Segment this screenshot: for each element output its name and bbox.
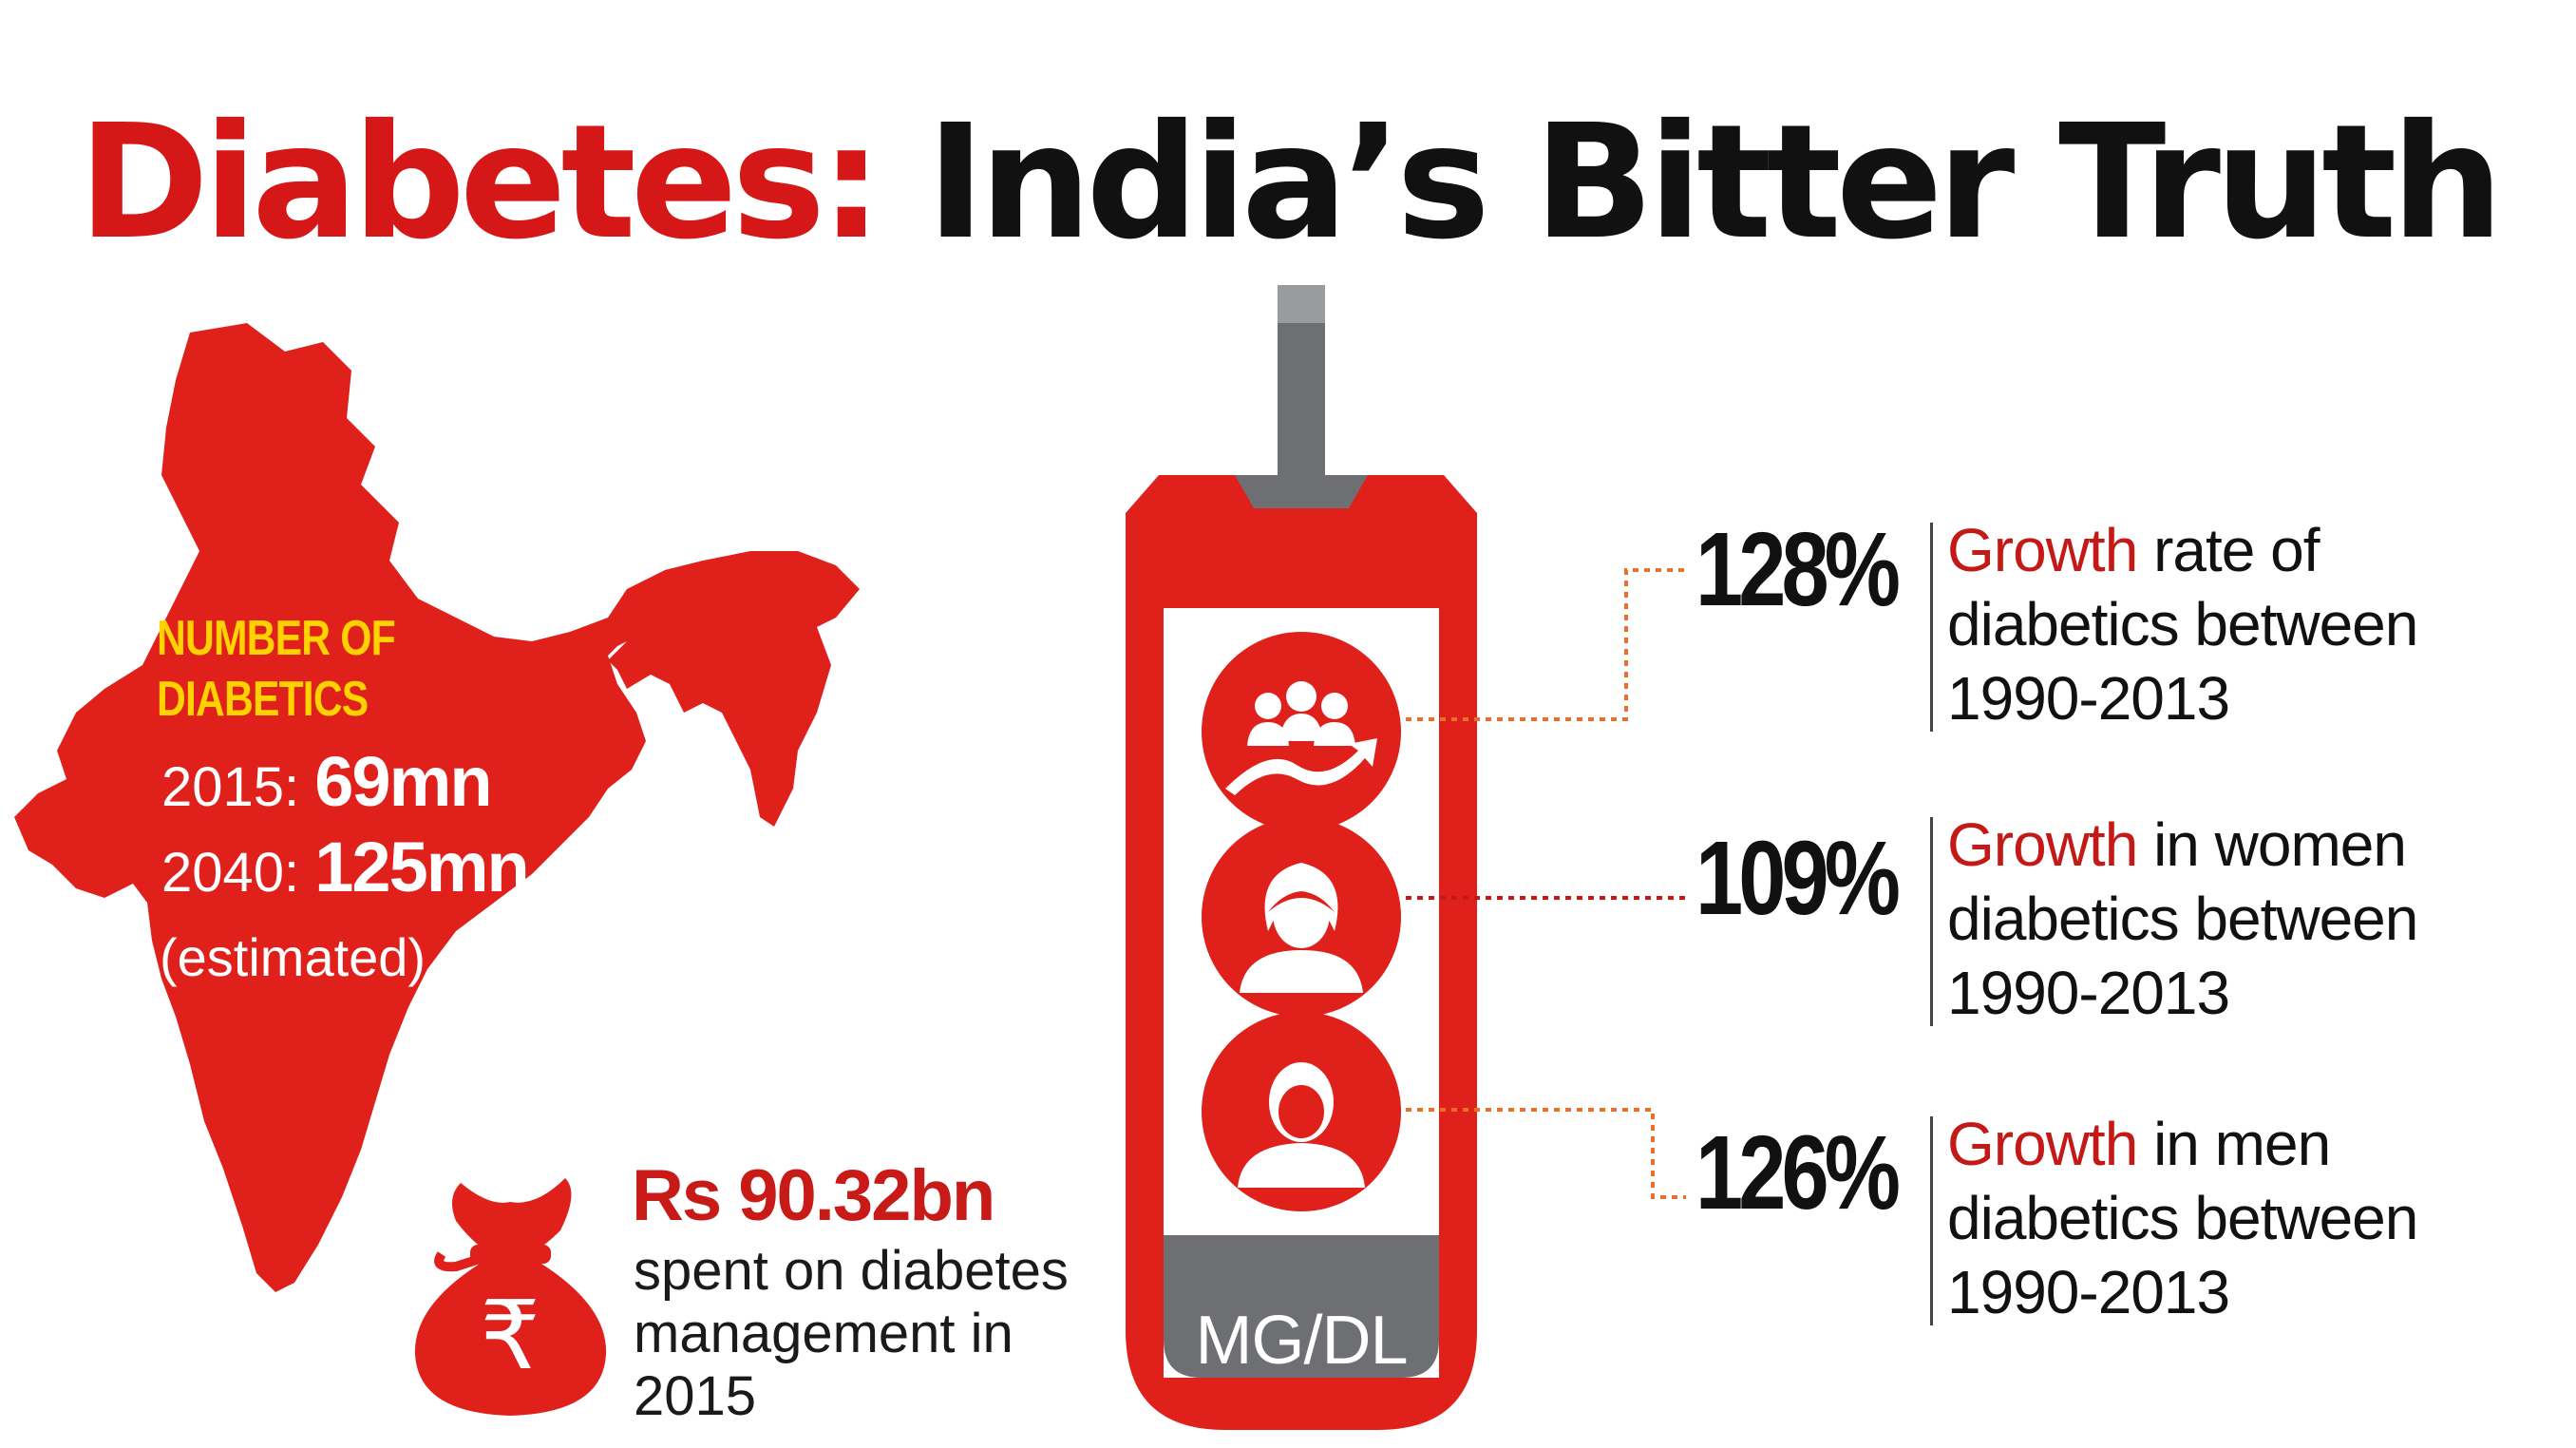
growth-line3: 1990-2013 — [1947, 664, 2230, 733]
stat-value: 125mn — [314, 828, 529, 906]
woman-icon — [1202, 817, 1401, 1017]
growth-line3: 1990-2013 — [1947, 959, 2230, 1027]
stat-year: 2015: — [161, 756, 300, 818]
group-growth-icon — [1202, 632, 1401, 831]
growth-line3: 1990-2013 — [1947, 1258, 2230, 1326]
estimated-note: (estimated) — [160, 927, 426, 987]
divider — [1930, 1116, 1933, 1325]
stat-2015: 2015: 69mn — [161, 741, 493, 822]
growth-line2: diabetics between — [1947, 885, 2418, 953]
heading-line: NUMBER OF — [157, 611, 396, 666]
growth-line1: in men — [2137, 1110, 2331, 1178]
growth-description: Growth in men diabetics between 1990-201… — [1947, 1107, 2574, 1329]
growth-line2: diabetics between — [1947, 1184, 2418, 1252]
man-icon — [1202, 1012, 1401, 1211]
growth-percent: 109% — [1695, 820, 1901, 937]
spending-amount: Rs 90.32bn — [632, 1155, 995, 1236]
india-map — [14, 323, 860, 1292]
growth-line2: diabetics between — [1947, 590, 2418, 658]
rupee-symbol: ₹ — [480, 1280, 540, 1391]
growth-description: Growth in women diabetics between 1990-2… — [1947, 808, 2574, 1030]
growth-percent: 126% — [1695, 1115, 1901, 1231]
stat-value: 69mn — [314, 742, 492, 821]
divider — [1930, 817, 1933, 1026]
growth-line1: rate of — [2137, 516, 2320, 584]
spending-description: spent on diabetes management in 2015 — [634, 1240, 1069, 1427]
title-main: India’s Bitter Truth — [926, 91, 2503, 275]
title-highlight: Diabetes: — [78, 91, 882, 275]
growth-description: Growth rate of diabetics between 1990-20… — [1947, 513, 2574, 735]
page-title: Diabetes: India’s Bitter Truth — [0, 105, 2576, 262]
heading-line: DIABETICS — [157, 672, 369, 727]
growth-highlight: Growth — [1947, 1110, 2138, 1178]
divider — [1930, 523, 1933, 732]
money-bag-icon: ₹ — [414, 1178, 607, 1416]
growth-line1: in women — [2137, 810, 2407, 879]
growth-highlight: Growth — [1947, 516, 2138, 584]
stat-year: 2040: — [161, 842, 300, 904]
diabetics-count-heading: NUMBER OF DIABETICS — [157, 608, 396, 730]
growth-highlight: Growth — [1947, 810, 2138, 879]
stat-2040: 2040: 125mn — [161, 827, 530, 907]
growth-percent: 128% — [1695, 511, 1901, 628]
meter-unit-label: MG/DL — [1195, 1303, 1408, 1379]
